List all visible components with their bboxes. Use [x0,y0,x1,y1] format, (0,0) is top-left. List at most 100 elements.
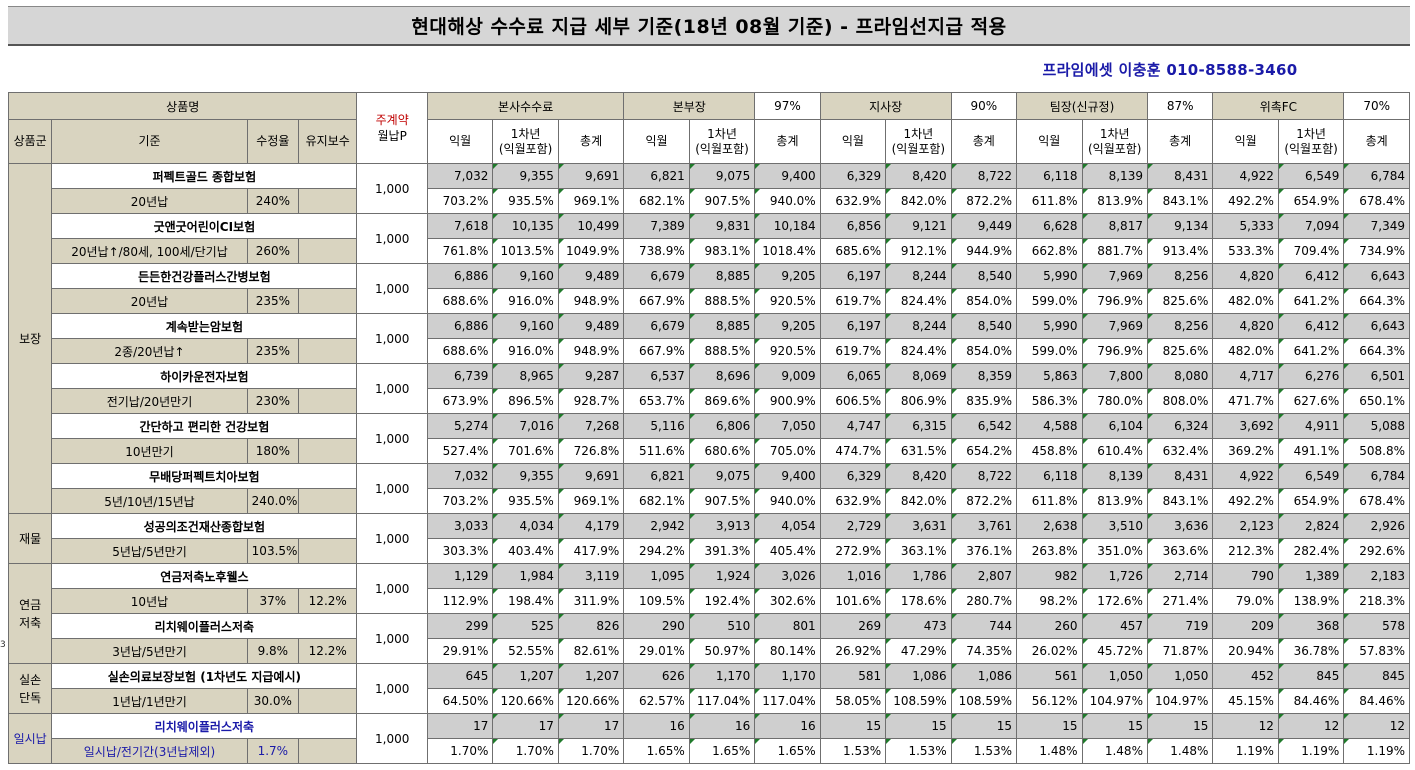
commission-amount: 6,784 [1343,463,1410,489]
product-row-amount: 든든한건강플러스간병보험 1,000 6,886 9,160 9,489 6,679 8,8… [9,263,1410,314]
payment-basis: 10년만기 [51,438,248,464]
sub-header-next-month: 익월 [426,119,494,164]
commission-percent: 896.5% [492,388,559,414]
commission-percent: 667.9% [623,338,690,364]
sub-header-year1: 1차년 (익월포함) [492,119,559,164]
commission-amount: 9,287 [557,363,625,389]
monthly-premium-value: 1,000 [356,313,428,364]
commission-amount: 6,679 [623,313,690,339]
monthly-premium-header: 주계약 월납P [356,92,428,164]
commission-amount: 8,885 [688,313,756,339]
commission-percent: 84.46% [1277,688,1345,714]
commission-amount: 8,139 [1081,163,1148,189]
commission-percent: 808.0% [1146,388,1214,414]
commission-percent: 1.70% [426,738,494,764]
commission-percent: 263.8% [1016,538,1083,564]
commission-percent: 271.4% [1146,588,1214,614]
commission-amount: 3,119 [557,563,625,589]
commission-percent: 796.9% [1081,338,1148,364]
commission-amount: 6,315 [885,413,952,439]
commission-percent: 218.3% [1343,588,1410,614]
commission-percent: 703.2% [426,488,494,514]
commission-amount: 6,679 [623,263,690,289]
commission-amount: 9,205 [754,263,821,289]
commission-amount: 6,329 [819,163,887,189]
commission-percent: 482.0% [1212,288,1279,314]
sub-header-year1-line2: (익월포함) [498,141,553,156]
commission-amount: 4,922 [1212,463,1279,489]
payment-basis: 전기납/20년만기 [51,388,248,414]
commission-percent: 292.6% [1343,538,1410,564]
commission-percent: 1049.9% [557,238,625,264]
maintenance-fee [298,188,358,214]
group-header-branch: 지사장 [819,92,952,120]
commission-amount: 9,205 [754,313,821,339]
commission-amount: 8,696 [688,363,756,389]
adjusted-rate: 30.0% [246,688,300,714]
commission-amount: 1,984 [492,563,559,589]
monthly-premium-value: 1,000 [356,413,428,464]
commission-percent: 701.6% [492,438,559,464]
commission-amount: 5,990 [1016,313,1083,339]
commission-amount: 1,170 [688,663,756,689]
commission-percent: 667.9% [623,288,690,314]
commission-amount: 269 [819,613,887,639]
commission-amount: 15 [819,713,887,739]
commission-amount: 12 [1212,713,1279,739]
product-row-percent: 20년납 240% 703.2% 935.5% 969.1% 682.1% 907.5% 94… [9,188,1410,214]
sub-header-year1-line1: 1차년 [903,126,934,141]
monthly-premium-value: 1,000 [356,163,428,214]
sub-header-year1-line1: 1차년 [1296,126,1326,141]
group-header-division: 본부장 [623,92,756,120]
commission-percent: 58.05% [819,688,887,714]
commission-percent: 311.9% [557,588,625,614]
commission-percent: 101.6% [819,588,887,614]
commission-percent: 1018.4% [754,238,821,264]
payment-basis: 일시납/전기간(3년납제외) [51,738,248,764]
commission-amount: 8,359 [950,363,1018,389]
commission-percent: 780.0% [1081,388,1148,414]
commission-percent: 363.6% [1146,538,1214,564]
maintenance-fee [298,388,358,414]
commission-amount: 368 [1277,613,1345,639]
commission-amount: 982 [1016,563,1083,589]
commission-percent: 969.1% [557,188,625,214]
commission-percent: 940.0% [754,488,821,514]
commission-amount: 8,722 [950,463,1018,489]
commission-amount: 16 [688,713,756,739]
product-row-percent: 1년납/1년만기 30.0% 64.50% 120.66% 120.66% 62.57% 1… [9,688,1410,714]
payment-basis: 2종/20년납↑ [51,338,248,364]
commission-percent: 45.72% [1081,638,1148,664]
sub-header-year1: 1차년 (익월포함) [885,119,952,164]
commission-amount: 1,924 [688,563,756,589]
commission-amount: 5,990 [1016,263,1083,289]
commission-percent: 824.4% [885,288,952,314]
sub-header-next-month: 익월 [623,119,690,164]
commission-percent: 611.8% [1016,488,1083,514]
maintenance-fee: 12.2% [298,638,358,664]
commission-percent: 1.65% [623,738,690,764]
commission-percent: 104.97% [1081,688,1148,714]
monthly-premium-value: 1,000 [356,263,428,314]
commission-percent: 641.2% [1277,288,1345,314]
commission-amount: 17 [426,713,494,739]
commission-amount: 8,817 [1081,213,1148,239]
commission-amount: 6,784 [1343,163,1410,189]
group-pct-team: 87% [1146,92,1214,120]
product-row-amount: 일시납 리치웨이플러스저축 1,000 17 17 17 16 16 16 15 15 15 15 15 1… [7,713,1410,764]
product-name: 계속받는암보험 [51,313,358,339]
product-row-amount: 연금 저축 연금저축노후웰스 1,000 1,129 1,984 3,119 1,095 1,9… [7,563,1410,664]
commission-percent: 294.2% [623,538,690,564]
sub-header-total: 총계 [1343,119,1410,164]
commission-amount: 3,631 [885,513,952,539]
commission-amount: 260 [1016,613,1083,639]
commission-percent: 391.3% [688,538,756,564]
commission-percent: 631.5% [885,438,952,464]
commission-amount: 17 [557,713,625,739]
commission-amount: 561 [1016,663,1083,689]
commission-amount: 12 [1343,713,1410,739]
commission-percent: 112.9% [426,588,494,614]
commission-amount: 3,692 [1212,413,1279,439]
commission-amount: 4,911 [1277,413,1345,439]
sub-header-year1-line2: (익월포함) [891,141,946,156]
